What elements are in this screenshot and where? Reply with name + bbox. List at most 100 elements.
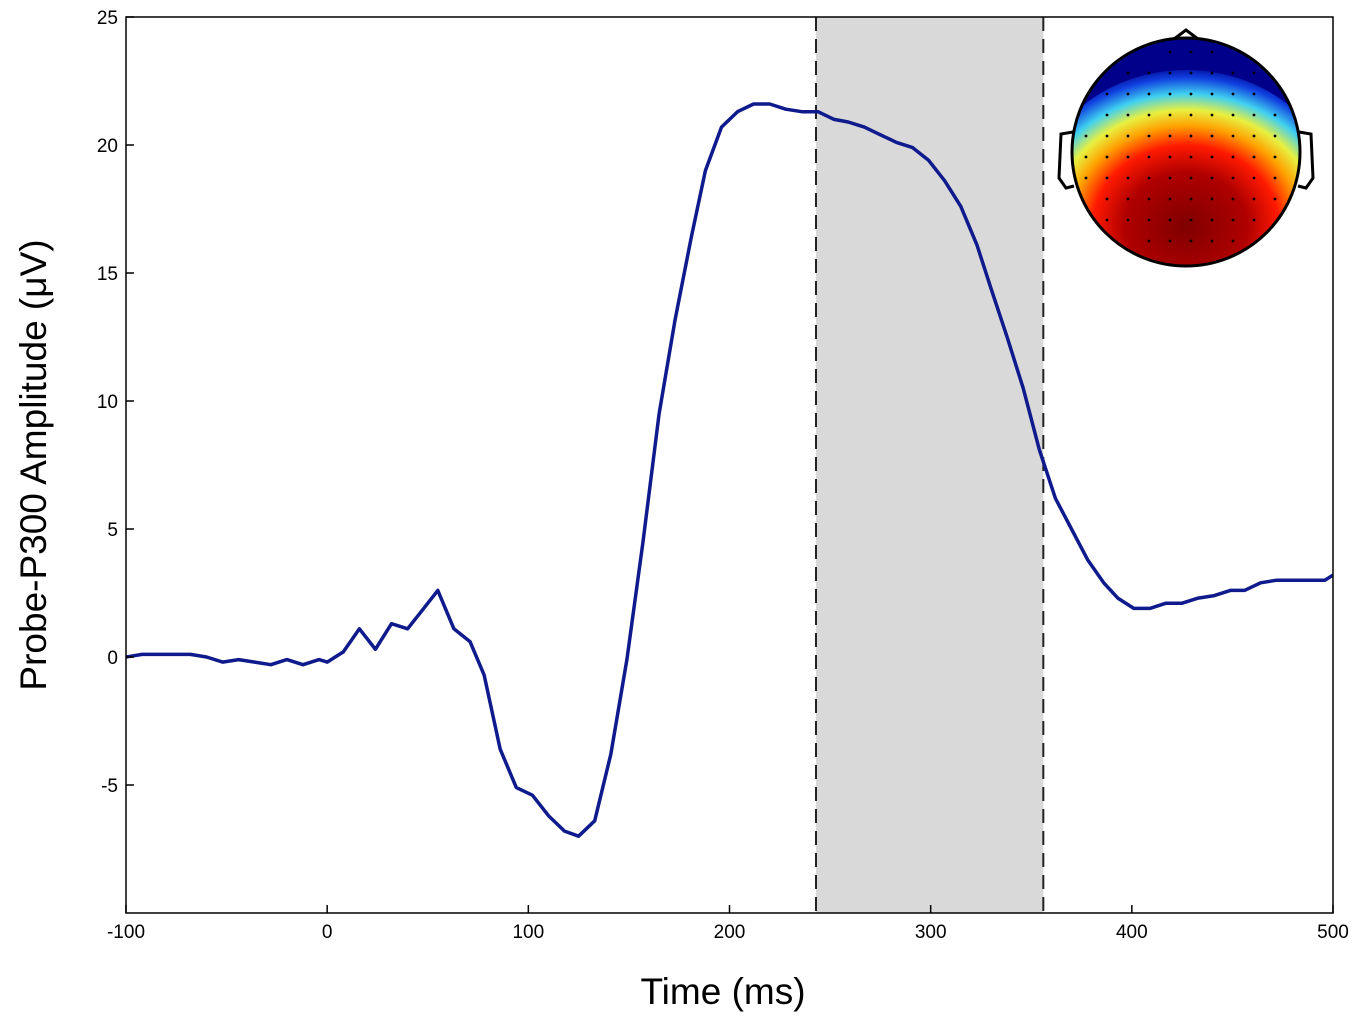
electrode-dot	[1189, 155, 1193, 159]
x-axis-title: Time (ms)	[640, 971, 805, 1012]
x-tick-label: 100	[512, 922, 544, 943]
electrode-dot	[1126, 71, 1130, 75]
electrode-dot	[1231, 239, 1235, 243]
axes-layer: -100 0 100 200 300 400 500 -5 0 5 10 15 20 25	[97, 8, 1349, 943]
electrode-dot	[1168, 92, 1172, 96]
electrode-dot	[1252, 92, 1256, 96]
electrode-dot	[1252, 218, 1256, 222]
x-tick-label: 500	[1317, 922, 1349, 943]
electrode-dot	[1147, 113, 1151, 117]
electrode-dot	[1126, 113, 1130, 117]
electrode-dot	[1252, 71, 1256, 75]
erp-waveform-layer	[126, 102, 1333, 838]
y-tick-label: 15	[97, 264, 118, 285]
x-tick-label: 0	[322, 922, 333, 943]
electrode-dot	[1147, 155, 1151, 159]
electrode-dot	[1105, 155, 1109, 159]
electrode-dot	[1105, 134, 1109, 138]
electrode-dot	[1210, 239, 1214, 243]
y-tick-label: 20	[97, 136, 118, 157]
electrode-dot	[1231, 197, 1235, 201]
electrode-dot	[1210, 218, 1214, 222]
electrode-dot	[1105, 218, 1109, 222]
electrode-dot	[1105, 113, 1109, 117]
electrode-dot	[1105, 197, 1109, 201]
electrode-dot	[1147, 197, 1151, 201]
electrode-dots	[1084, 50, 1277, 243]
electrode-dot	[1189, 50, 1193, 54]
y-tick-label: 5	[107, 520, 118, 541]
electrode-dot	[1168, 197, 1172, 201]
electrode-dot	[1168, 113, 1172, 117]
electrode-dot	[1084, 176, 1088, 180]
electrode-dot	[1105, 176, 1109, 180]
electrode-dot	[1147, 239, 1151, 243]
x-tick-label: 200	[714, 922, 746, 943]
y-tick-label: 10	[97, 392, 118, 413]
electrode-dot	[1210, 197, 1214, 201]
electrode-dot	[1231, 218, 1235, 222]
electrode-dot	[1273, 134, 1277, 138]
electrode-dot	[1126, 134, 1130, 138]
electrode-dot	[1189, 218, 1193, 222]
electrode-dot	[1252, 197, 1256, 201]
electrode-dot	[1168, 134, 1172, 138]
x-tick-label: 400	[1116, 922, 1148, 943]
electrode-dot	[1189, 197, 1193, 201]
electrode-dot	[1210, 113, 1214, 117]
electrode-dot	[1252, 134, 1256, 138]
electrode-dot	[1105, 92, 1109, 96]
electrode-dot	[1189, 71, 1193, 75]
electrode-dot	[1231, 113, 1235, 117]
electrode-dot	[1231, 71, 1235, 75]
y-tick-label: 25	[97, 8, 118, 29]
electrode-dot	[1126, 176, 1130, 180]
electrode-dot	[1168, 176, 1172, 180]
x-tick-label: -100	[107, 922, 145, 943]
electrode-dot	[1126, 155, 1130, 159]
electrode-dot	[1189, 92, 1193, 96]
electrode-dot	[1126, 218, 1130, 222]
electrode-dot	[1084, 155, 1088, 159]
electrode-dot	[1210, 134, 1214, 138]
electrode-dot	[1147, 134, 1151, 138]
electrode-dot	[1168, 155, 1172, 159]
y-tick-label: 0	[107, 648, 118, 669]
analysis-window-layer	[815, 17, 1045, 913]
electrode-dot	[1210, 92, 1214, 96]
electrode-dot	[1273, 176, 1277, 180]
y-axis-title: Probe-P300 Amplitude (μV)	[13, 239, 54, 690]
electrode-dot	[1189, 113, 1193, 117]
y-tick-label: -5	[101, 776, 118, 797]
electrode-dot	[1168, 239, 1172, 243]
left-ear-icon	[1057, 130, 1075, 190]
electrode-dot	[1252, 113, 1256, 117]
electrode-dot	[1252, 155, 1256, 159]
electrode-dot	[1084, 134, 1088, 138]
electrode-dot	[1168, 50, 1172, 54]
electrode-dot	[1189, 239, 1193, 243]
electrode-dot	[1210, 71, 1214, 75]
electrode-dot	[1231, 92, 1235, 96]
electrode-dot	[1147, 92, 1151, 96]
electrode-dot	[1231, 134, 1235, 138]
x-tick-label: 300	[915, 922, 947, 943]
right-ear-icon	[1297, 130, 1315, 190]
analysis-window	[816, 17, 1044, 913]
electrode-dot	[1210, 50, 1214, 54]
electrode-dot	[1189, 134, 1193, 138]
electrode-dot	[1126, 197, 1130, 201]
electrode-dot	[1168, 218, 1172, 222]
electrode-dot	[1273, 113, 1277, 117]
electrode-dot	[1147, 218, 1151, 222]
electrode-dot	[1252, 176, 1256, 180]
electrode-dot	[1231, 155, 1235, 159]
electrode-dot	[1147, 71, 1151, 75]
electrode-dot	[1189, 176, 1193, 180]
electrode-dot	[1168, 71, 1172, 75]
electrode-dot	[1231, 176, 1235, 180]
electrode-dot	[1273, 197, 1277, 201]
electrode-dot	[1273, 155, 1277, 159]
electrode-dot	[1126, 92, 1130, 96]
